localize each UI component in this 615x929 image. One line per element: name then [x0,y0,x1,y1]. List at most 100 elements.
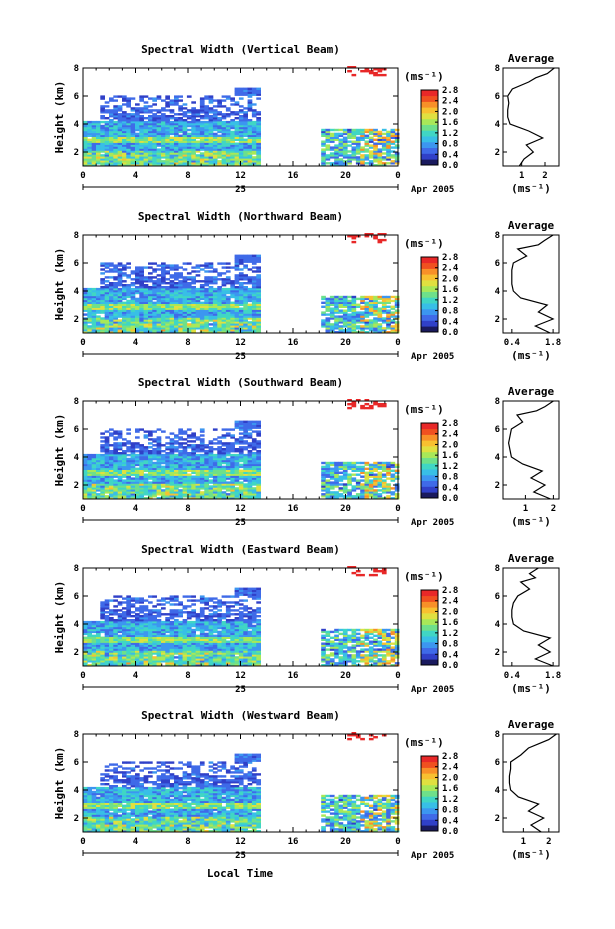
heatmap-cell [225,317,231,320]
heatmap-cell [234,144,240,147]
heatmap-cell [104,455,110,459]
heatmap-cell [130,140,136,143]
heatmap-cell [212,493,218,496]
heatmap-cell [247,331,253,334]
heatmap-cell [182,461,188,465]
heatmap-cell [96,638,101,641]
heatmap-cell [247,321,253,324]
heatmap-cell [321,475,326,478]
heatmap-cell [204,497,209,500]
heatmap-cell [191,469,196,472]
heatmap-cell [130,485,136,488]
heatmap-cell [386,309,391,312]
heatmap-cell [225,134,231,137]
heatmap-cell [217,150,222,153]
heatmap-cell [113,483,118,486]
heatmap-cell [256,134,261,137]
heatmap-cell [251,293,257,297]
heatmap-cell [165,293,170,297]
heatmap-cell [225,150,231,153]
heatmap-cell [161,162,166,165]
heatmap-cell [212,325,218,328]
heatmap-cell [199,481,205,484]
heatmap-cell [165,115,170,118]
heatmap-cell [161,146,166,149]
heatmap-cell [199,463,205,467]
heatmap-cell [117,270,123,273]
heatmap-cell [247,130,253,134]
x-tick-label: 0 [395,338,400,348]
heatmap-cell [100,317,105,320]
colorbar-tick-label: 2.0 [442,274,458,284]
heatmap-cell [113,315,118,318]
heatmap-cell [234,463,240,467]
heatmap-cell [165,97,170,100]
heatmap-cell [96,664,101,667]
heatmap-cell [251,278,257,281]
heatmap-cell [186,154,192,157]
heatmap-cell [221,325,227,328]
heatmap-cell [208,327,214,330]
heatmap-cell [96,628,101,632]
average-frame [502,400,560,500]
heatmap-cell [87,311,92,314]
heatmap-cell [161,329,166,332]
heatmap-cell [148,111,153,114]
heatmap-cell [247,107,253,110]
heatmap-cell [360,487,365,490]
heatmap-cell [113,109,118,112]
heatmap-cell [238,329,244,332]
heatmap-cell [251,256,257,259]
heatmap-cell [360,138,365,141]
heatmap-cell [113,432,118,435]
x-tick-label: 8 [185,171,190,181]
heatmap-cell [109,475,114,478]
heatmap-cell [113,140,118,143]
heatmap-cell [117,491,123,494]
heatmap-cell [221,148,227,151]
heatmap-cell [347,128,352,132]
heatmap-cell [204,295,209,299]
heatmap-cell [117,497,123,500]
heatmap-cell [217,152,222,155]
heatmap-cell [208,289,214,293]
heatmap-cell [347,479,352,482]
heatmap-cell [130,134,136,137]
heatmap-cell [169,132,175,136]
heatmap-cell [212,122,218,126]
heatmap-cell [351,297,357,301]
heatmap-cell [390,162,396,165]
heatmap-cell [87,640,92,643]
heatmap-cell [234,461,240,465]
heatmap-cell [143,481,149,484]
heatmap-cell [243,321,248,324]
heatmap-cell [221,130,227,134]
heatmap-cell [139,495,144,498]
heatmap-cell [161,264,166,267]
heatmap-cell [221,126,227,130]
heatmap-cell [113,146,118,149]
heatmap-cell [169,471,175,474]
heatmap-cell [186,282,192,285]
heatmap-cell [104,481,110,484]
heatmap-cell [191,495,196,498]
heatmap-cell [174,284,179,287]
heatmap-cell [182,469,188,472]
heatmap-cell [321,297,326,301]
heatmap-cell [96,120,101,124]
heatmap-cell [122,154,127,157]
heatmap-cell [143,293,149,297]
heatmap-cell [109,134,114,137]
heatmap-cell [360,313,365,316]
heatmap-cell [117,309,123,312]
heatmap-cell [364,399,370,402]
heatmap-cell [355,493,361,496]
heatmap-cell [338,162,344,165]
heatmap-cell [156,138,162,141]
heatmap-cell [156,156,162,159]
heatmap-cell [373,483,378,486]
heatmap-cell [104,105,110,108]
heatmap-cell [182,268,188,271]
heatmap-cell [373,132,378,136]
heatmap-cell [191,282,196,285]
